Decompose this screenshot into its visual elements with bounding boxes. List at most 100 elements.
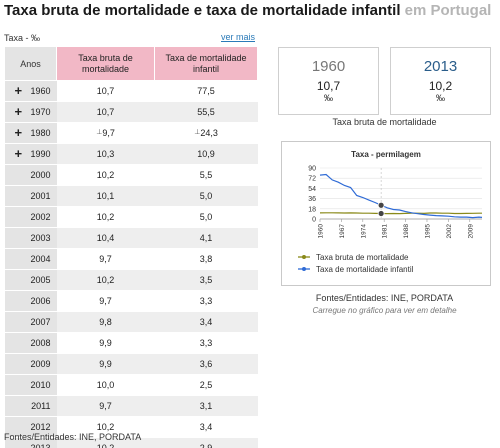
data-table: Anos Taxa bruta de mortalidade Taxa de m…: [4, 46, 258, 448]
chart-panel[interactable]: Taxa - permilagem 90 72 54 36 18 0 1960 1967 1974…: [281, 141, 491, 286]
cell-value: 3,1: [199, 401, 213, 411]
card-unit: ‰: [324, 93, 333, 103]
cell-value: 3,6: [199, 359, 213, 369]
table-row: 2012 10,2 3,4: [4, 416, 258, 438]
cards-caption: Taxa bruta de mortalidade: [332, 117, 437, 127]
cell-value: 2,9: [200, 443, 213, 448]
year-cell: 2004: [4, 248, 57, 270]
crude-mortality-cell: 9,9: [56, 353, 155, 375]
year-cell: 2007: [4, 311, 57, 333]
cell-value: 10,2: [96, 212, 115, 222]
infant-mortality-cell: 2,5: [154, 374, 258, 396]
crude-mortality-cell: 9,7: [56, 248, 155, 270]
year-cell: +1960: [4, 80, 57, 102]
cell-value: 9,7: [102, 128, 115, 138]
cell-value: 24,3: [200, 128, 218, 138]
crude-mortality-cell: ⊥9,7: [56, 122, 155, 144]
table-row: +1960 10,7 77,5: [4, 80, 258, 102]
cell-value: 10,9: [197, 149, 215, 159]
legend-label: Taxa de mortalidade infantil: [316, 265, 414, 274]
x-tick-label: 1981: [382, 224, 389, 239]
year-cell: 2011: [4, 395, 57, 417]
table-row: 2000 10,2 5,5: [4, 164, 258, 186]
series-line-infant-mortality[interactable]: [319, 173, 483, 219]
ver-mais-link[interactable]: ver mais: [221, 32, 256, 42]
cell-value: 10,4: [96, 233, 115, 243]
header-years: Anos: [4, 46, 57, 81]
infant-mortality-cell: 3,8: [154, 248, 258, 270]
expand-icon[interactable]: +: [14, 125, 23, 140]
table-row: 2003 10,4 4,1: [4, 227, 258, 249]
year-label: 2006: [30, 296, 51, 306]
year-label: 2002: [30, 212, 51, 222]
year-label: 2005: [30, 275, 51, 285]
chart-hint: Carregue no gráfico para ver em detalhe: [312, 306, 457, 315]
infant-mortality-cell: 10,9: [154, 143, 258, 165]
highlight-point[interactable]: [377, 201, 385, 209]
expand-icon[interactable]: +: [14, 146, 23, 161]
legend-marker: [302, 255, 306, 259]
year-cell: 2005: [4, 269, 57, 291]
year-label: 2012: [30, 422, 51, 432]
card-unit: ‰: [436, 93, 445, 103]
series-line-crude-mortality[interactable]: [319, 212, 482, 215]
year-cell: 2001: [4, 185, 57, 207]
cell-value: 10,2: [97, 443, 115, 448]
crude-mortality-cell: 9,7: [56, 395, 155, 417]
cell-value: 10,3: [96, 149, 115, 159]
cell-value: 3,4: [199, 422, 213, 432]
infant-mortality-cell: 3,5: [154, 269, 258, 291]
y-tick-label: 18: [308, 206, 316, 213]
y-tick-label: 36: [308, 196, 316, 203]
crude-mortality-cell: 10,2: [56, 269, 155, 291]
year-label: 1960: [30, 86, 51, 96]
year-label: 1970: [30, 107, 51, 117]
cell-value: 10,2: [96, 422, 115, 432]
x-tick-label: 1967: [339, 224, 346, 239]
year-label: 2010: [30, 380, 51, 390]
year-label: 2003: [30, 233, 51, 243]
crude-mortality-cell: 10,2: [56, 164, 155, 186]
break-in-series-icon: ⊥: [194, 129, 201, 136]
crude-mortality-cell: 10,0: [56, 374, 155, 396]
highlight-point[interactable]: [377, 210, 385, 217]
year-label: 2013: [30, 443, 50, 448]
chart-title: Taxa - permilagem: [351, 150, 421, 159]
expand-icon[interactable]: +: [14, 104, 23, 119]
x-tick-label: 1988: [403, 224, 410, 239]
x-tick-label: 1974: [360, 224, 367, 239]
year-cell: +1990: [4, 143, 57, 165]
table-row: 2007 9,8 3,4: [4, 311, 258, 333]
crude-mortality-cell: 10,3: [56, 143, 155, 165]
cell-value: 10,7: [96, 86, 115, 96]
cell-value: 3,8: [199, 254, 213, 264]
year-cell: +1970: [4, 101, 57, 123]
table-row: 2011 9,7 3,1: [4, 395, 258, 417]
expand-icon[interactable]: +: [14, 83, 23, 98]
card-year: 2013: [423, 58, 458, 75]
card-year: 1960: [311, 58, 346, 75]
cell-value: 10,2: [96, 170, 115, 180]
table-source: Fontes/Entidades: INE, PORDATA: [4, 432, 142, 442]
page-title: Taxa bruta de mortalidade e taxa de mort…: [4, 2, 491, 19]
crude-mortality-cell: 10,2: [56, 416, 155, 438]
year-cell: 2006: [4, 290, 57, 312]
cell-value: 9,7: [99, 254, 112, 264]
stat-card-1960: 1960 10,7 ‰: [278, 47, 379, 115]
table-row: 2002 10,2 5,0: [4, 206, 258, 228]
stat-card-2013: 2013 10,2 ‰: [390, 47, 491, 115]
cell-value: 9,9: [99, 359, 112, 369]
y-tick-label: 90: [308, 166, 316, 173]
year-label: 2001: [30, 191, 51, 201]
cell-value: 9,9: [99, 338, 112, 348]
header-infant-mortality: Taxa de mortalidade infantil: [154, 46, 258, 81]
legend-label: Taxa bruta de mortalidade: [316, 253, 409, 262]
y-tick-label: 0: [312, 217, 316, 224]
unit-label: Taxa - ‰: [4, 33, 41, 43]
year-label: 2011: [31, 401, 51, 411]
year-label: 2008: [30, 338, 51, 348]
crude-mortality-cell: 10,1: [56, 185, 155, 207]
infant-mortality-cell: 3,3: [154, 290, 258, 312]
year-cell: +1980: [4, 122, 57, 144]
